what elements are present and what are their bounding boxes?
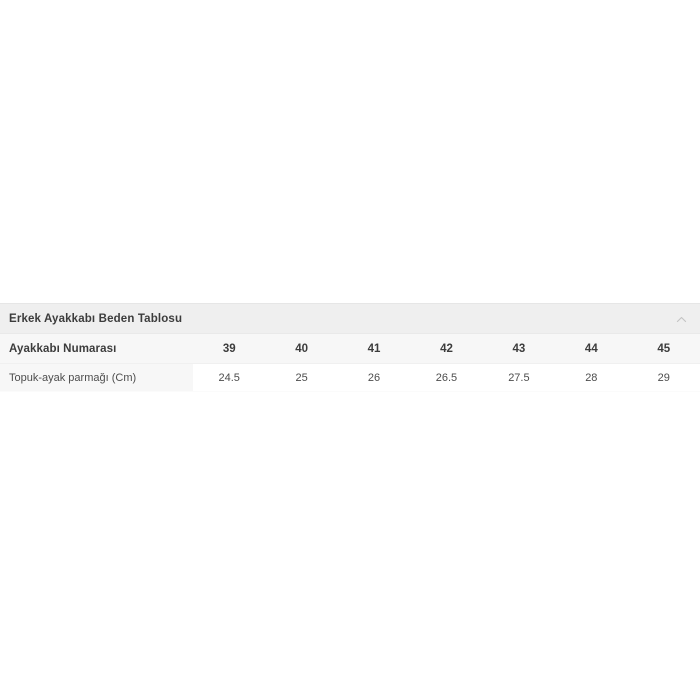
chevron-up-icon bbox=[676, 316, 686, 323]
page-title: Erkek Ayakkabı Beden Tablosu bbox=[9, 312, 183, 325]
collapse-toggle-button[interactable] bbox=[668, 304, 694, 335]
table-cell: 40 bbox=[265, 334, 338, 364]
table-cell: 26.5 bbox=[410, 363, 483, 391]
row-header-shoe-size: Ayakkabı Numarası bbox=[0, 334, 193, 364]
row-header-heel-to-toe: Topuk-ayak parmağı (Cm) bbox=[0, 363, 193, 391]
table-cell: 43 bbox=[482, 334, 556, 364]
table-cell: 28 bbox=[555, 363, 628, 391]
table-cell: 44 bbox=[555, 334, 628, 364]
size-chart-panel: Erkek Ayakkabı Beden Tablosu Ayakkabı Nu… bbox=[0, 303, 700, 392]
table-row: Ayakkabı Numarası 39 40 41 42 43 44 45 bbox=[0, 334, 700, 364]
table-cell: 41 bbox=[337, 334, 411, 364]
table-cell: 25 bbox=[265, 363, 338, 391]
table-cell: 26 bbox=[337, 363, 411, 391]
table-cell: 29 bbox=[627, 363, 700, 391]
table-cell: 45 bbox=[627, 334, 700, 364]
size-chart-table: Ayakkabı Numarası 39 40 41 42 43 44 45 T… bbox=[0, 334, 700, 391]
table-cell: 42 bbox=[410, 334, 483, 364]
table-row: Topuk-ayak parmağı (Cm) 24.5 25 26 26.5 … bbox=[0, 363, 700, 391]
table-cell: 24.5 bbox=[193, 363, 266, 391]
size-chart-header[interactable]: Erkek Ayakkabı Beden Tablosu bbox=[0, 303, 700, 334]
table-cell: 39 bbox=[193, 334, 266, 364]
table-bottom-divider bbox=[0, 391, 700, 392]
table-cell: 27.5 bbox=[482, 363, 556, 391]
